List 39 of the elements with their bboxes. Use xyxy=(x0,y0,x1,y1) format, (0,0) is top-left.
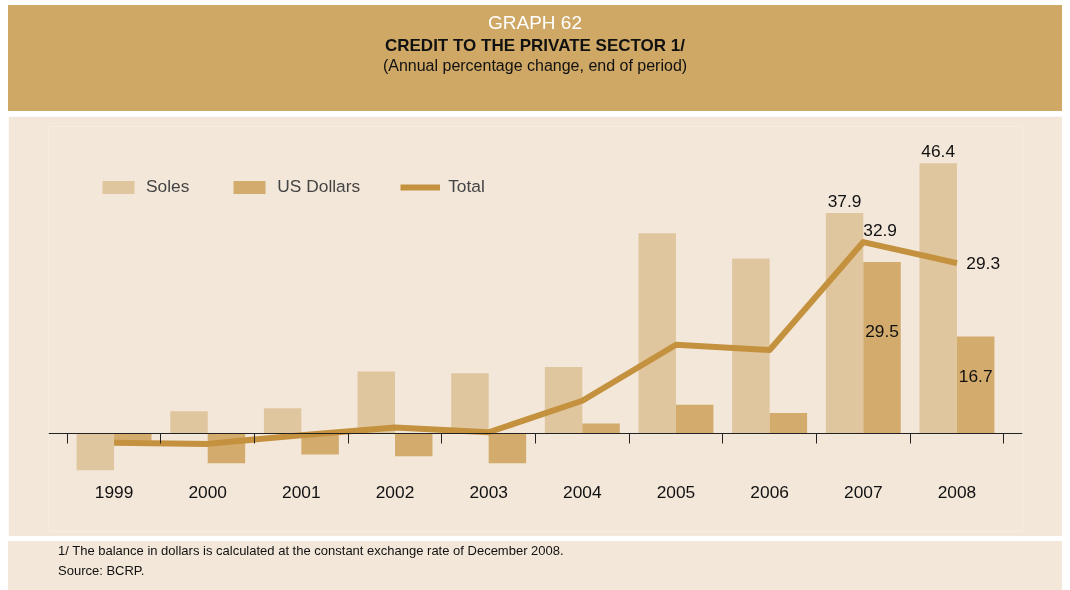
bar xyxy=(76,433,115,471)
bar xyxy=(769,412,808,434)
x-tick-label: 2005 xyxy=(656,481,696,502)
bar xyxy=(395,433,433,457)
bar xyxy=(170,411,208,434)
x-tick-label: 2001 xyxy=(282,481,321,502)
x-tick-label: 2004 xyxy=(563,481,602,502)
bar xyxy=(675,404,714,434)
data-label: 16.7 xyxy=(958,365,993,386)
bar xyxy=(263,408,302,434)
source-note: Source: BCRP. xyxy=(58,561,146,580)
bar xyxy=(863,261,901,434)
bar xyxy=(638,233,676,434)
legend-label: Soles xyxy=(146,176,190,197)
bar xyxy=(956,336,995,434)
data-label: 29.5 xyxy=(865,320,899,341)
data-label: 29.3 xyxy=(966,253,1001,274)
bar xyxy=(919,163,957,434)
x-tick-label: 2002 xyxy=(375,481,415,502)
legend-label: US Dollars xyxy=(277,176,361,197)
bar xyxy=(488,433,527,464)
chart-title: CREDIT TO THE PRIVATE SECTOR 1/ xyxy=(383,34,687,56)
caption: GRAPH 62 xyxy=(487,11,583,35)
text: 1/ The balance in dollars is calculated at the constant exchange rate of December 2008. xyxy=(58,542,564,560)
bar xyxy=(582,423,620,434)
bar xyxy=(825,212,864,434)
x-tick-label: 2003 xyxy=(469,481,508,502)
data-label: 37.9 xyxy=(827,190,862,211)
bar xyxy=(114,433,152,441)
x-tick-label: 2007 xyxy=(844,481,883,502)
x-tick-label: 1999 xyxy=(94,481,134,502)
bar xyxy=(732,258,770,434)
data-label: 46.4 xyxy=(921,141,956,162)
chart-subtitle: (Annual percentage change, end of period) xyxy=(382,56,688,76)
data-label: 32.9 xyxy=(863,219,898,240)
x-tick-label: 2000 xyxy=(188,481,227,502)
legend-label: Total xyxy=(448,176,485,197)
x-tick-label: 2006 xyxy=(750,481,789,502)
x-tick-label: 2008 xyxy=(937,481,977,502)
